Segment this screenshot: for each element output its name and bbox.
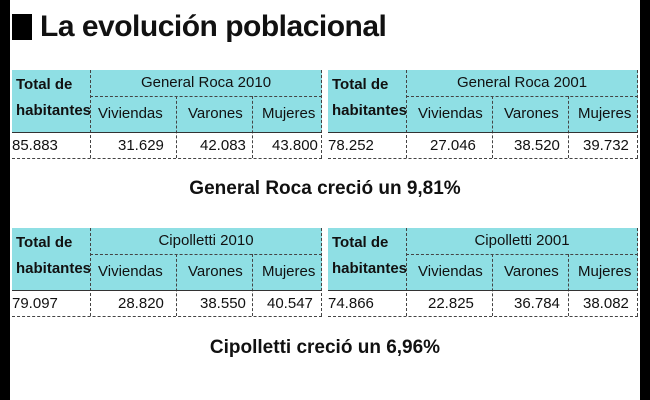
divider (328, 290, 638, 291)
table-header: Cipolletti 2010 (158, 232, 254, 249)
col-varones: Varones (188, 263, 243, 280)
value-mujeres: 40.547 (267, 295, 313, 312)
total-label-line1: Total de (332, 76, 389, 93)
col-mujeres: Mujeres (578, 105, 632, 122)
value-viviendas: 27.046 (430, 137, 476, 154)
divider (406, 228, 407, 316)
col-varones: Varones (504, 263, 559, 280)
divider (90, 70, 91, 158)
total-label-line2: habitantes (16, 260, 92, 277)
col-viviendas: Viviendas (418, 105, 483, 122)
col-viviendas: Viviendas (418, 263, 483, 280)
year-header-cell (406, 70, 638, 96)
page-title: La evolución poblacional (40, 10, 387, 43)
divider (252, 96, 253, 158)
col-viviendas: Viviendas (98, 263, 163, 280)
year-header-cell (90, 70, 322, 96)
col-mujeres: Mujeres (262, 263, 316, 280)
table-cipolletti-2001: Total de habitantes Cipolletti 2001 Vivi… (328, 228, 638, 318)
title-marker (12, 14, 32, 40)
year-header-cell (90, 228, 322, 254)
total-label-line1: Total de (16, 76, 73, 93)
value-varones: 42.083 (200, 137, 246, 154)
divider (492, 96, 493, 158)
total-label-line2: habitantes (16, 102, 92, 119)
divider (328, 132, 638, 133)
divider (90, 254, 322, 255)
value-total: 74.866 (328, 295, 374, 312)
value-mujeres: 38.082 (583, 295, 629, 312)
divider (492, 254, 493, 316)
table-header: Cipolletti 2001 (474, 232, 570, 249)
total-header-cell (12, 70, 90, 132)
divider (12, 290, 322, 291)
total-label-line2: habitantes (332, 260, 408, 277)
value-viviendas: 28.820 (118, 295, 164, 312)
table-general-roca-2001: Total de habitantes General Roca 2001 Vi… (328, 70, 638, 160)
divider (12, 158, 322, 159)
divider (328, 316, 638, 317)
value-viviendas: 22.825 (428, 295, 474, 312)
growth-caption-cipolletti: Cipolletti creció un 6,96% (209, 337, 441, 358)
subheader-row (90, 254, 322, 290)
col-varones: Varones (188, 105, 243, 122)
value-mujeres: 43.800 (272, 137, 318, 154)
table-header: General Roca 2010 (140, 74, 272, 91)
divider (406, 70, 407, 158)
divider (90, 96, 322, 97)
col-mujeres: Mujeres (578, 263, 632, 280)
col-varones: Varones (504, 105, 559, 122)
divider (568, 254, 569, 316)
value-varones: 38.520 (514, 137, 560, 154)
divider (252, 254, 253, 316)
value-mujeres: 39.732 (583, 137, 629, 154)
value-varones: 38.550 (200, 295, 246, 312)
total-header-cell (328, 70, 406, 132)
col-mujeres: Mujeres (262, 105, 316, 122)
growth-caption-general-roca: General Roca creció un 9,81% (189, 178, 461, 199)
subheader-row (406, 96, 638, 132)
table-general-roca-2010: Total de habitantes General Roca 2010 Vi… (12, 70, 322, 160)
value-total: 85.883 (12, 137, 58, 154)
total-label-line1: Total de (16, 234, 73, 251)
table-cipolletti-2010: Total de habitantes Cipolletti 2010 Vivi… (12, 228, 322, 318)
divider (568, 96, 569, 158)
right-frame-bar (640, 0, 650, 400)
divider (321, 70, 322, 158)
divider (176, 254, 177, 316)
left-frame-bar (0, 0, 10, 400)
total-label-line1: Total de (332, 234, 389, 251)
total-label-line2: habitantes (332, 102, 408, 119)
divider (637, 228, 638, 316)
divider (637, 70, 638, 158)
col-viviendas: Viviendas (98, 105, 163, 122)
total-header-cell (12, 228, 90, 290)
divider (406, 96, 638, 97)
divider (406, 254, 638, 255)
divider (321, 228, 322, 316)
subheader-row (406, 254, 638, 290)
divider (90, 228, 91, 316)
value-total: 79.097 (12, 295, 58, 312)
value-viviendas: 31.629 (118, 137, 164, 154)
year-header-cell (406, 228, 638, 254)
divider (12, 132, 322, 133)
divider (176, 96, 177, 158)
total-header-cell (328, 228, 406, 290)
value-varones: 36.784 (514, 295, 560, 312)
divider (12, 316, 322, 317)
subheader-row (90, 96, 322, 132)
divider (328, 158, 638, 159)
table-header: General Roca 2001 (456, 74, 588, 91)
value-total: 78.252 (328, 137, 374, 154)
